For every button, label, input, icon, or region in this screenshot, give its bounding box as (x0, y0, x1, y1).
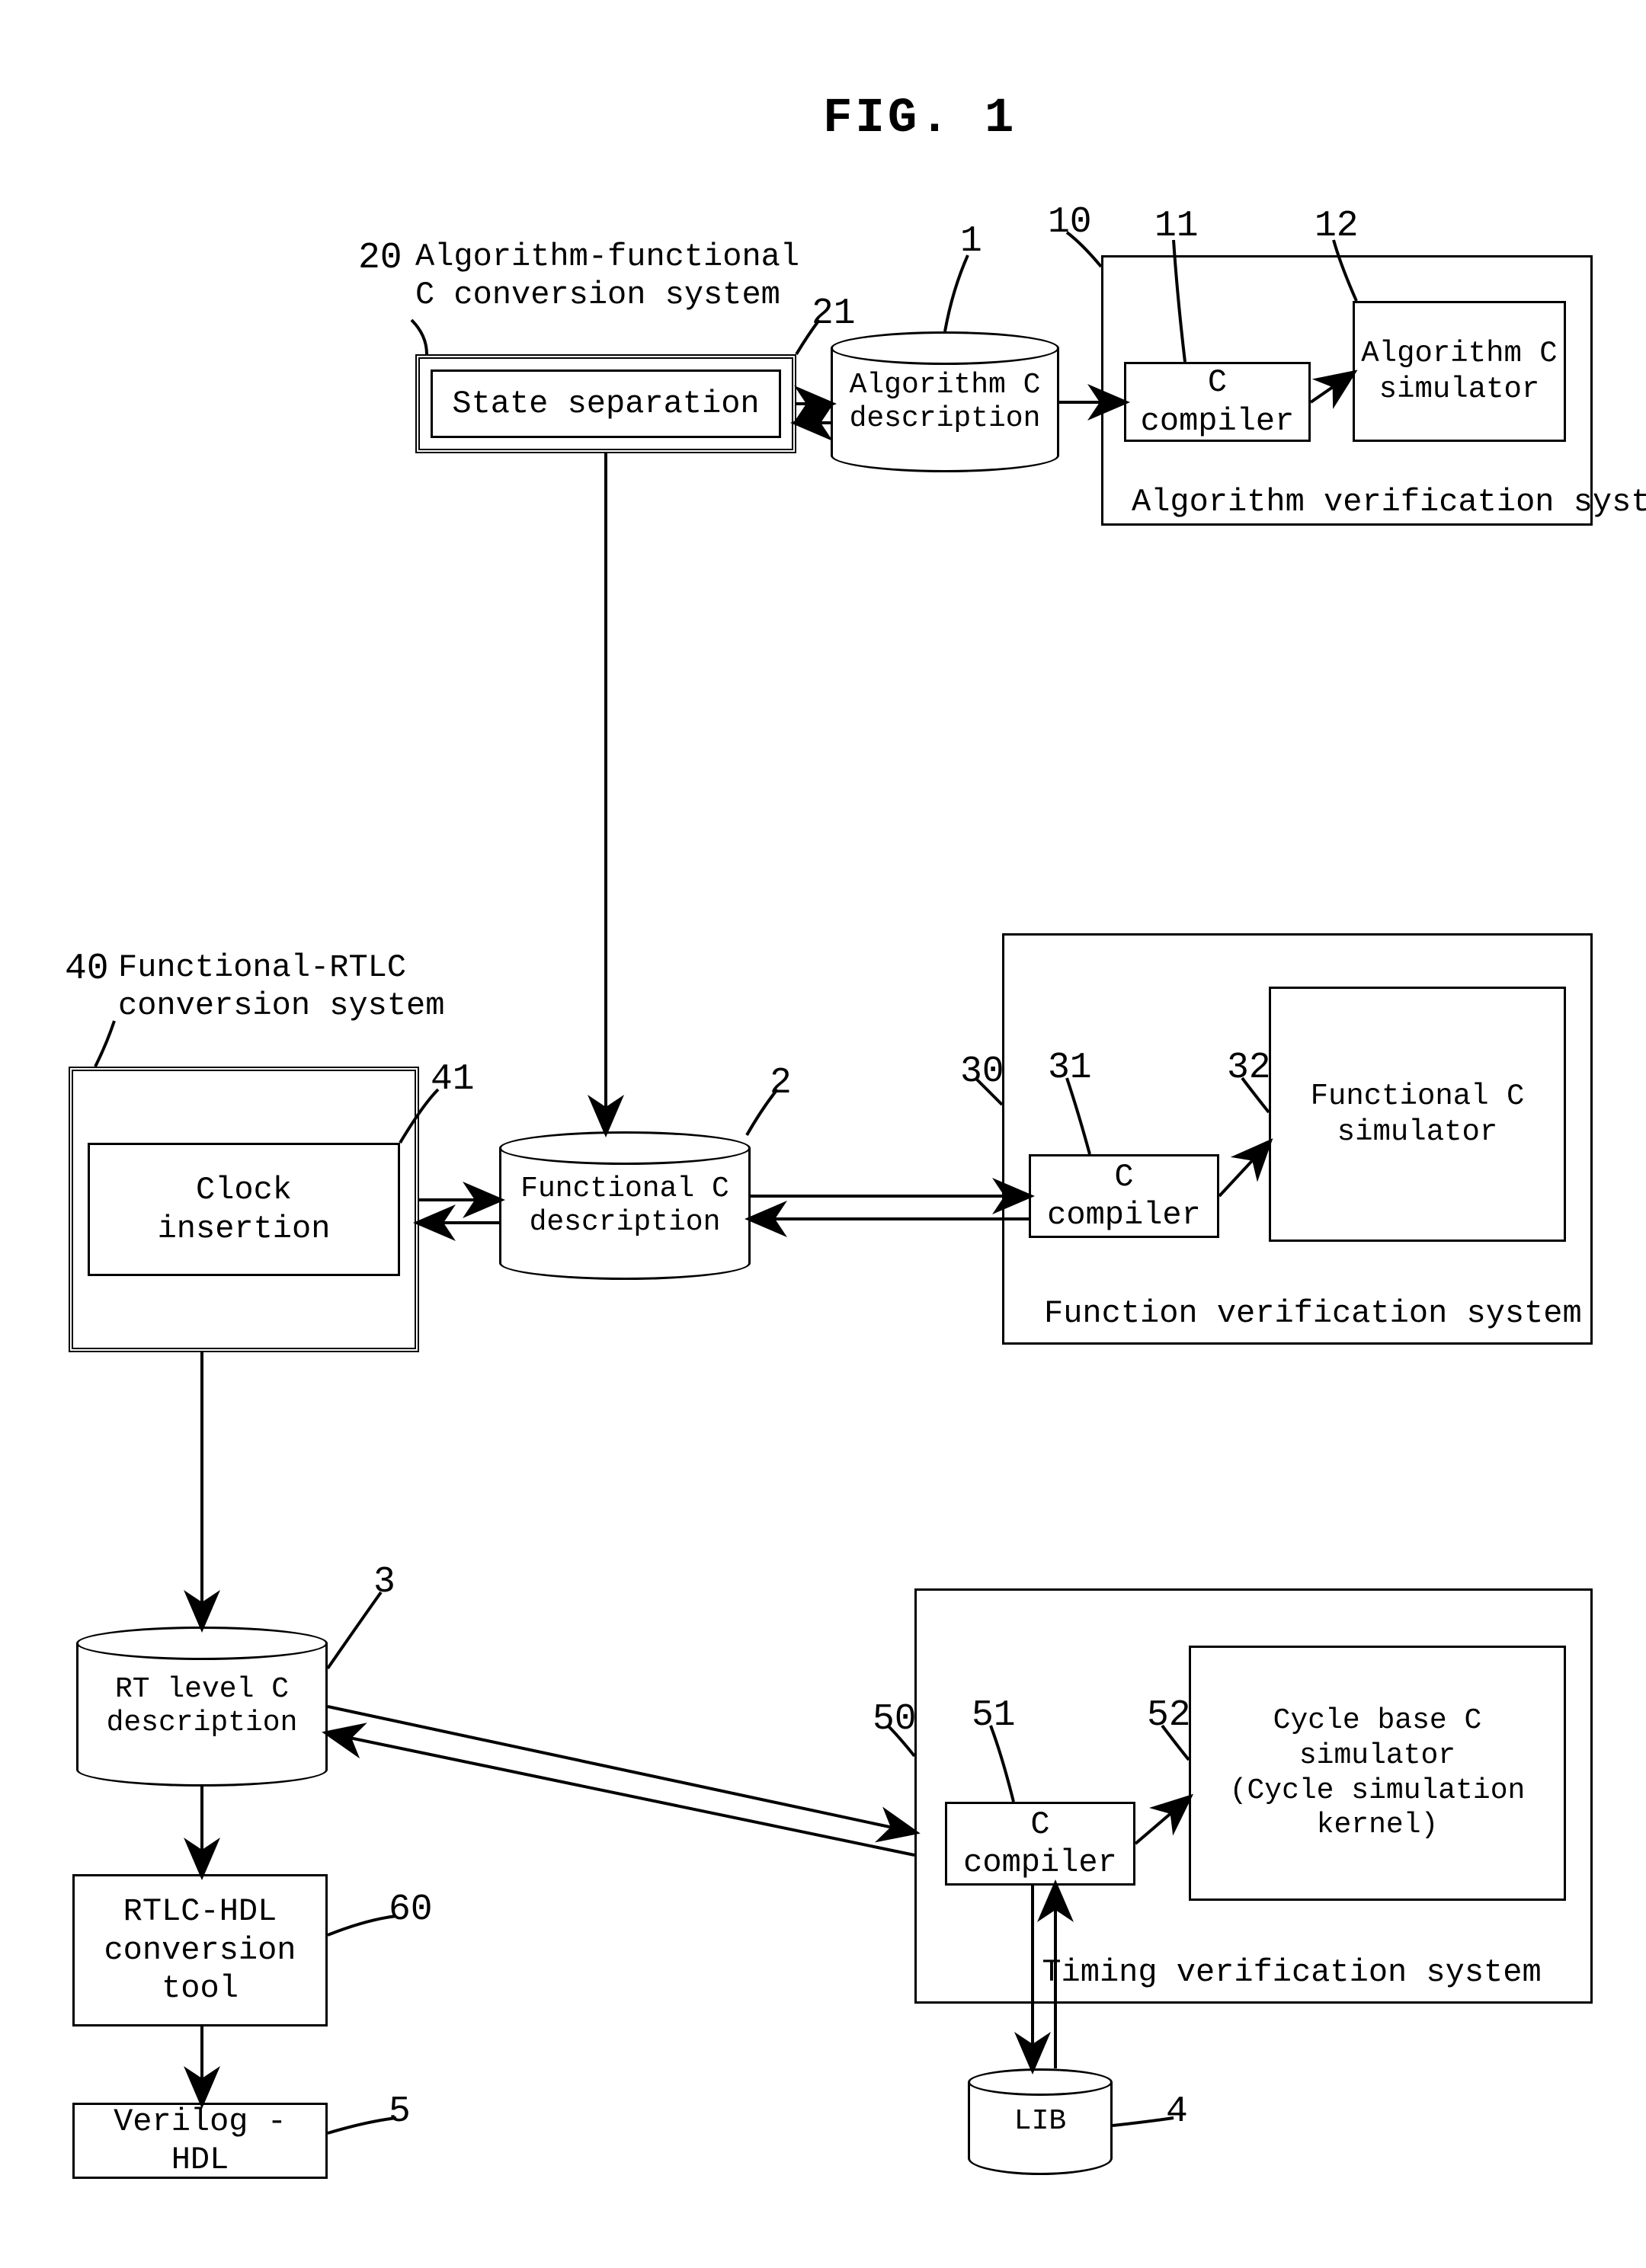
functional-c-description-cylinder: Functional Cdescription (499, 1131, 751, 1280)
timing-verification-label: Timing verification system (1033, 1954, 1551, 1991)
verilog-hdl-box: Verilog - HDL (72, 2103, 328, 2179)
figure-canvas: FIG. 1 Algorithm-functionalC conversion … (0, 0, 1646, 2268)
func-rtlc-system-label: Functional-RTLCconversion system (118, 948, 444, 1025)
rt-level-c-description-cylinder: RT level Cdescription (76, 1627, 328, 1787)
figure-title: FIG. 1 (823, 91, 1017, 146)
ref-10: 10 (1048, 202, 1092, 243)
ref-60: 60 (389, 1889, 433, 1931)
algorithm-c-simulator-box: Algorithm C simulator (1353, 301, 1566, 442)
ref-50: 50 (873, 1699, 917, 1740)
ref-3: 3 (373, 1562, 395, 1603)
algorithm-c-description-cylinder: Algorithm Cdescription (831, 331, 1059, 472)
algorithm-verification-label: Algorithm verification system (1132, 484, 1566, 520)
ref-31: 31 (1048, 1048, 1092, 1089)
lib-cylinder: LIB (968, 2068, 1113, 2175)
ref-5: 5 (389, 2091, 411, 2132)
ref-30: 30 (960, 1051, 1004, 1092)
state-separation-inner: State separation (431, 369, 781, 438)
algorithm-c-description-text: Algorithm Cdescription (845, 369, 1046, 435)
functional-c-simulator-box: Functional C simulator (1269, 987, 1566, 1242)
clock-insertion-box: Clockinsertion (88, 1143, 400, 1276)
algo-c-compiler-box: C compiler (1124, 362, 1311, 442)
ref-2: 2 (770, 1063, 792, 1104)
ref-12: 12 (1315, 206, 1359, 247)
ref-4: 4 (1166, 2091, 1188, 2132)
functional-c-description-text: Functional Cdescription (516, 1172, 734, 1239)
lib-text: LIB (1010, 2105, 1071, 2138)
timing-c-compiler-box: C compiler (945, 1802, 1135, 1886)
ref-52: 52 (1147, 1695, 1191, 1736)
rt-level-c-description-text: RT level Cdescription (102, 1673, 303, 1739)
cycle-base-c-simulator-box: Cycle base C simulator(Cycle simulation … (1189, 1646, 1566, 1901)
ref-21: 21 (812, 293, 856, 334)
function-verification-label: Function verification system (1044, 1295, 1562, 1332)
ref-1: 1 (960, 221, 982, 262)
rtlc-hdl-conversion-tool-box: RTLC-HDLconversiontool (72, 1874, 328, 2026)
ref-40: 40 (65, 948, 109, 990)
func-c-compiler-box: C compiler (1029, 1154, 1219, 1238)
ref-51: 51 (972, 1695, 1016, 1736)
ref-20: 20 (358, 238, 402, 279)
ref-32: 32 (1227, 1048, 1271, 1089)
ref-41: 41 (431, 1059, 475, 1100)
algo-func-system-label: Algorithm-functionalC conversion system (415, 238, 799, 315)
ref-11: 11 (1154, 206, 1199, 247)
